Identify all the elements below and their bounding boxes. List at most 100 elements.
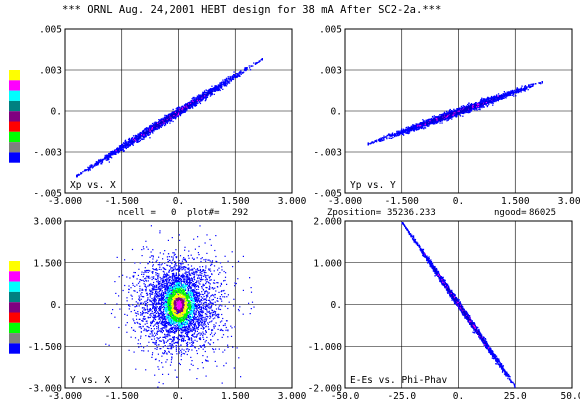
particle-point xyxy=(430,123,432,125)
particle-point xyxy=(204,97,206,99)
particle-point xyxy=(228,80,230,82)
particle-point xyxy=(504,95,506,97)
particle-point xyxy=(233,74,235,76)
particle-point xyxy=(490,96,493,98)
particle-point xyxy=(261,58,263,60)
particle-point xyxy=(240,73,242,75)
particle-point xyxy=(520,90,522,92)
particle-point xyxy=(166,119,168,121)
particle-point xyxy=(409,128,411,130)
particle-point xyxy=(100,159,102,161)
particle-point xyxy=(192,101,194,104)
particle-point xyxy=(424,121,426,123)
particle-point xyxy=(179,112,181,114)
particle-point xyxy=(493,100,495,102)
particle-point xyxy=(382,137,384,139)
particle-point xyxy=(470,103,473,105)
particle-point xyxy=(429,118,431,120)
particle-point xyxy=(161,124,164,126)
particle-point xyxy=(243,68,246,70)
particle-point xyxy=(225,82,227,84)
particle-point xyxy=(197,97,199,99)
particle-point xyxy=(372,142,375,144)
particle-point xyxy=(238,74,240,77)
y-tick-label: -.003 xyxy=(313,148,342,159)
particle-point xyxy=(467,103,469,106)
particle-point xyxy=(188,105,190,107)
particle-point xyxy=(102,158,104,161)
particle-point xyxy=(115,153,117,155)
particle-point xyxy=(110,153,112,155)
particle-point xyxy=(507,92,509,94)
particle-point xyxy=(96,161,99,164)
particle-point xyxy=(400,129,402,132)
particle-point xyxy=(208,88,210,91)
particle-point xyxy=(419,126,421,128)
particle-point xyxy=(200,94,202,96)
particle-point xyxy=(447,118,450,120)
particle-point xyxy=(502,93,504,95)
particle-point xyxy=(447,112,449,114)
particle-point xyxy=(106,158,108,160)
particle-point xyxy=(96,164,98,166)
particle-point xyxy=(85,169,87,172)
particle-point xyxy=(100,160,102,162)
particle-point xyxy=(145,135,147,137)
particle-point xyxy=(386,137,388,139)
particle-point xyxy=(172,112,174,114)
particle-point xyxy=(126,146,128,148)
x-tick-label: 0. xyxy=(173,196,184,207)
particle-point xyxy=(440,114,442,116)
particle-point xyxy=(191,102,193,104)
particle-point xyxy=(239,72,241,74)
particle-point xyxy=(157,126,159,128)
particle-point xyxy=(498,95,500,97)
particle-point xyxy=(496,97,498,99)
particle-point xyxy=(481,106,483,109)
particle-point xyxy=(397,133,399,135)
particle-point xyxy=(166,117,168,119)
particle-point xyxy=(155,128,157,131)
particle-point xyxy=(394,133,396,135)
particle-point xyxy=(430,118,432,120)
particle-point xyxy=(204,91,206,93)
particle-point xyxy=(127,144,129,146)
particle-point xyxy=(394,135,396,138)
particle-point xyxy=(107,155,109,157)
particle-point xyxy=(128,145,130,147)
particle-point xyxy=(129,141,131,143)
particle-point xyxy=(158,127,160,129)
particle-point xyxy=(167,121,169,123)
particle-point xyxy=(505,97,507,99)
particle-point xyxy=(414,126,416,128)
particle-point xyxy=(500,98,502,100)
particle-point xyxy=(87,166,89,168)
particle-point xyxy=(159,123,161,125)
particle-point xyxy=(511,92,514,94)
particle-point xyxy=(90,166,92,168)
particle-point xyxy=(125,147,127,150)
particle-point xyxy=(203,93,205,95)
particle-point xyxy=(226,80,228,82)
particle-point xyxy=(418,128,420,130)
particle-point xyxy=(177,110,179,112)
particle-point xyxy=(184,107,187,109)
particle-point xyxy=(113,153,116,155)
particle-point xyxy=(441,119,443,121)
density-scale-swatch xyxy=(9,100,20,112)
particle-point xyxy=(504,92,506,94)
particle-point xyxy=(367,143,369,145)
particle-point xyxy=(437,120,439,122)
particle-point xyxy=(205,98,207,100)
particle-point xyxy=(134,139,136,141)
particle-point xyxy=(495,99,497,101)
particle-point xyxy=(452,116,454,118)
particle-point xyxy=(472,108,474,110)
density-scale-legend-top xyxy=(9,70,20,163)
particle-point xyxy=(396,130,398,132)
particle-point xyxy=(398,130,400,132)
particle-point xyxy=(148,134,150,136)
particle-point xyxy=(134,140,136,142)
particle-point xyxy=(404,131,407,133)
particle-point xyxy=(176,110,178,112)
